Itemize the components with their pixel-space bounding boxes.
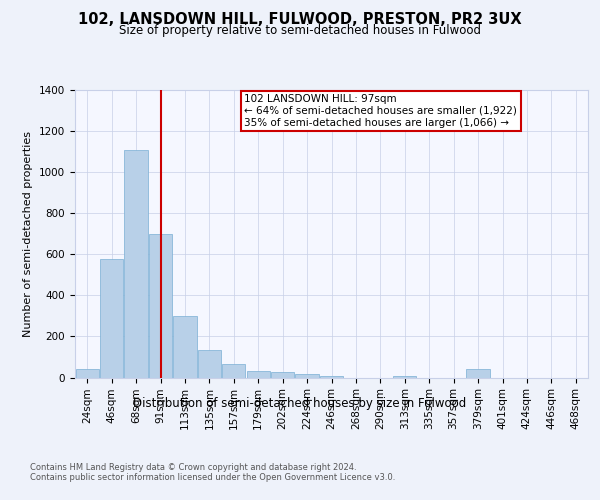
Bar [149,234,172,378]
Bar [247,372,270,378]
Text: Contains HM Land Registry data © Crown copyright and database right 2024.
Contai: Contains HM Land Registry data © Crown c… [30,462,395,482]
Bar [198,350,221,378]
Bar [271,372,294,378]
Text: 102 LANSDOWN HILL: 97sqm
← 64% of semi-detached houses are smaller (1,922)
35% o: 102 LANSDOWN HILL: 97sqm ← 64% of semi-d… [244,94,517,128]
Bar [466,370,490,378]
Bar [393,376,416,378]
Bar [124,150,148,378]
Bar [295,374,319,378]
Bar [76,370,99,378]
Bar [222,364,245,378]
Text: Distribution of semi-detached houses by size in Fulwood: Distribution of semi-detached houses by … [133,398,467,410]
Bar [320,376,343,378]
Text: Size of property relative to semi-detached houses in Fulwood: Size of property relative to semi-detach… [119,24,481,37]
Y-axis label: Number of semi-detached properties: Number of semi-detached properties [23,130,34,337]
Text: 102, LANSDOWN HILL, FULWOOD, PRESTON, PR2 3UX: 102, LANSDOWN HILL, FULWOOD, PRESTON, PR… [78,12,522,28]
Bar [100,260,123,378]
Bar [173,316,197,378]
